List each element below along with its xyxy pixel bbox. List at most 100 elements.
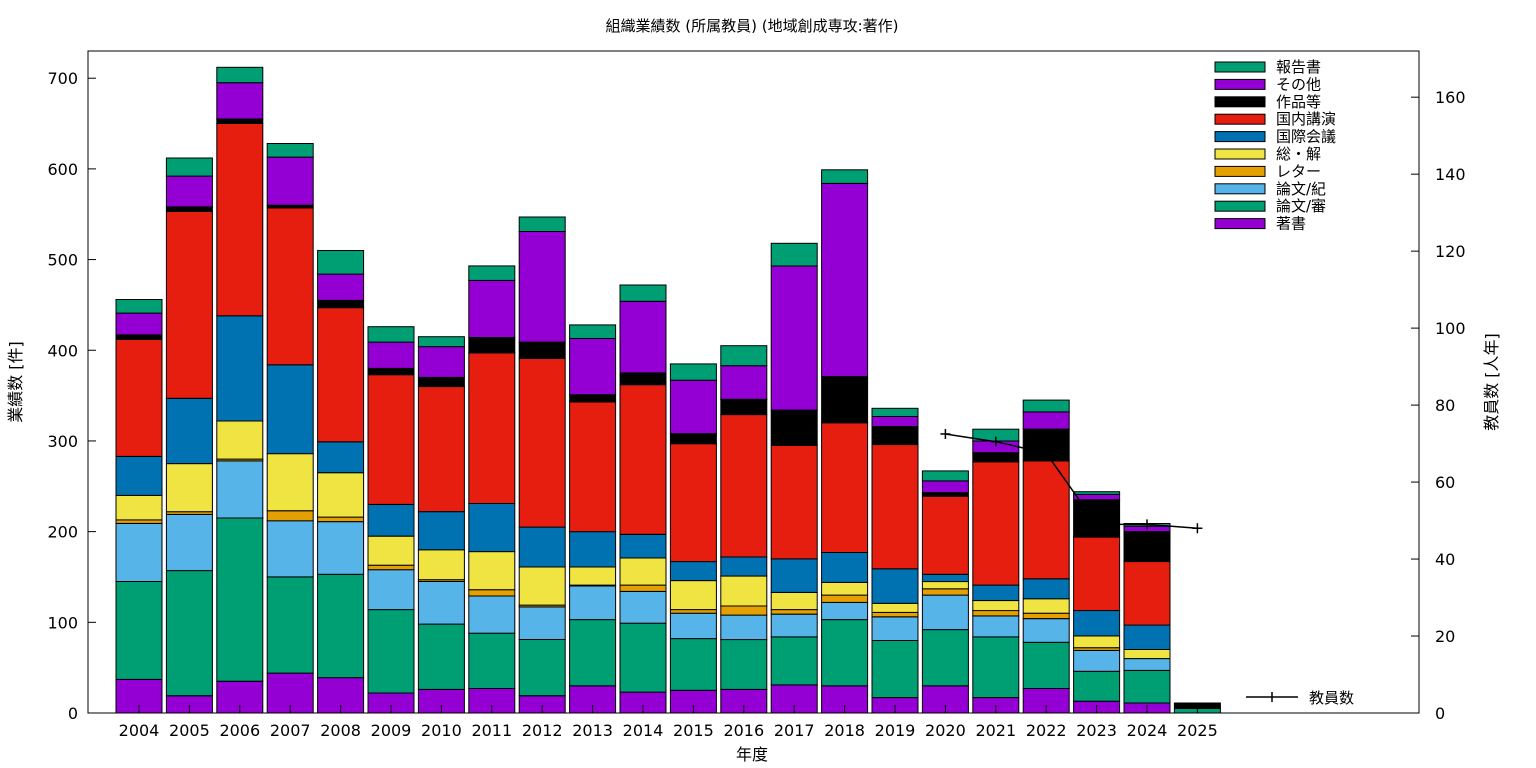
bar-segment-2006-7 — [216, 118, 264, 124]
bar-segment-2022-5 — [1022, 578, 1070, 600]
bar-segment-2008-9 — [317, 250, 365, 275]
legend-swatch — [1214, 183, 1266, 195]
bar-segment-2013-1 — [569, 619, 617, 687]
bar-segment-2012-7 — [518, 341, 566, 359]
bar-segment-2009-5 — [367, 503, 415, 537]
faculty-count-point — [940, 428, 951, 439]
bar-segment-2013-6 — [569, 401, 617, 533]
bar-segment-2016-2 — [720, 614, 768, 641]
bar-segment-2013-2 — [569, 585, 617, 621]
bar-segment-2011-1 — [468, 632, 516, 690]
bar-segment-2016-1 — [720, 639, 768, 690]
bar-segment-2005-6 — [165, 211, 213, 399]
line-layer — [940, 428, 1203, 534]
x-tick-label: 2004 — [119, 721, 160, 740]
legend-label: レター — [1276, 162, 1321, 180]
bar-segment-2023-1 — [1073, 670, 1121, 702]
axes-layer: 0 100 200 300 400 500 600 700 0 20 40 60 80 100 120 140… — [47, 50, 1466, 740]
y-tick-label: 100 — [47, 613, 78, 632]
bar-segment-2005-9 — [165, 157, 213, 177]
bar-segment-2004-2 — [115, 523, 163, 582]
bar-segment-2016-6 — [720, 414, 768, 558]
bar-segment-2022-4 — [1022, 598, 1070, 614]
bar-segment-2012-9 — [518, 216, 566, 232]
bar-segment-2008-4 — [317, 472, 365, 518]
bar-segment-2014-9 — [619, 284, 667, 302]
legend-item: 著書 — [1214, 215, 1306, 233]
legend-swatch — [1214, 61, 1266, 73]
legend-swatch — [1214, 165, 1266, 177]
bar-segment-2016-9 — [720, 345, 768, 367]
bar-segment-2005-7 — [165, 206, 213, 212]
y2-tick-label: 20 — [1435, 627, 1455, 646]
bar-segment-2024-7 — [1123, 531, 1171, 562]
bar-segment-2014-1 — [619, 622, 667, 693]
bar-segment-2014-6 — [619, 384, 667, 535]
bar-segment-2004-9 — [115, 299, 163, 314]
bar-segment-2018-7 — [821, 376, 869, 424]
bar-segment-2023-4 — [1073, 635, 1121, 649]
bar-segment-2017-7 — [770, 409, 818, 447]
legend-label: 報告書 — [1276, 58, 1321, 76]
legend-item: 報告書 — [1214, 58, 1321, 76]
y-tick-label: 200 — [47, 523, 78, 542]
faculty-count-point — [1192, 523, 1203, 534]
bar-segment-2014-8 — [619, 300, 667, 374]
bar-segment-2016-5 — [720, 556, 768, 577]
bar-segment-2017-5 — [770, 558, 818, 593]
legend-swatch — [1214, 218, 1266, 230]
y2-tick-label: 40 — [1435, 550, 1455, 569]
y2-tick-label: 80 — [1435, 396, 1455, 415]
x-tick-label: 2014 — [623, 721, 664, 740]
bar-segment-2016-8 — [720, 365, 768, 400]
bar-segment-2009-1 — [367, 609, 415, 694]
x-tick-label: 2016 — [723, 721, 764, 740]
bar-segment-2017-4 — [770, 591, 818, 611]
bar-segment-2016-3 — [720, 605, 768, 616]
bar-segment-2013-5 — [569, 531, 617, 568]
bar-segment-2019-4 — [871, 602, 919, 613]
bar-segment-2007-2 — [266, 520, 314, 578]
bar-segment-2014-3 — [619, 584, 667, 592]
bar-segment-2023-8 — [1073, 493, 1121, 501]
y2-tick-label: 60 — [1435, 473, 1455, 492]
bar-segment-2005-1 — [165, 570, 213, 697]
bar-segment-2009-2 — [367, 569, 415, 611]
legend-item: 論文/紀 — [1214, 180, 1326, 198]
bar-segment-2017-1 — [770, 636, 818, 686]
bar-segment-2017-2 — [770, 613, 818, 638]
bar-segment-2012-4 — [518, 566, 566, 606]
bar-segment-2009-3 — [367, 564, 415, 571]
bar-segment-2020-3 — [921, 588, 969, 596]
bar-segment-2013-9 — [569, 324, 617, 339]
x-tick-label: 2015 — [673, 721, 714, 740]
bar-segment-2011-5 — [468, 503, 516, 553]
bar-segment-2015-6 — [669, 443, 717, 563]
bar-segment-2011-9 — [468, 265, 516, 281]
bar-segment-2020-2 — [921, 594, 969, 631]
legend-item: 作品等 — [1214, 93, 1321, 111]
bar-segment-2008-6 — [317, 307, 365, 443]
bar-segment-2017-8 — [770, 265, 818, 411]
legend-label: その他 — [1276, 75, 1321, 93]
bar-segment-2024-1 — [1123, 669, 1171, 704]
bar-segment-2012-5 — [518, 526, 566, 568]
legend-label: 著書 — [1276, 215, 1306, 233]
bar-segment-2017-3 — [770, 609, 818, 615]
legend-label-line: 教員数 — [1309, 689, 1354, 707]
bar-segment-2014-4 — [619, 557, 667, 586]
bar-segment-2010-9 — [417, 336, 465, 348]
bar-segment-2019-3 — [871, 611, 919, 618]
legend-swatch — [1214, 96, 1266, 108]
bar-segment-2019-7 — [871, 425, 919, 445]
bar-segment-2014-7 — [619, 372, 667, 386]
bar-segment-2023-5 — [1073, 610, 1121, 637]
chart-title: 組織業績数 (所属教員) (地域創成専攻:著作) — [606, 17, 899, 35]
x-tick-label: 2021 — [975, 721, 1016, 740]
x-tick-label: 2020 — [925, 721, 966, 740]
bar-segment-2022-9 — [1022, 399, 1070, 413]
legend-item: 国際会議 — [1214, 128, 1336, 146]
bars-layer — [115, 66, 1221, 714]
